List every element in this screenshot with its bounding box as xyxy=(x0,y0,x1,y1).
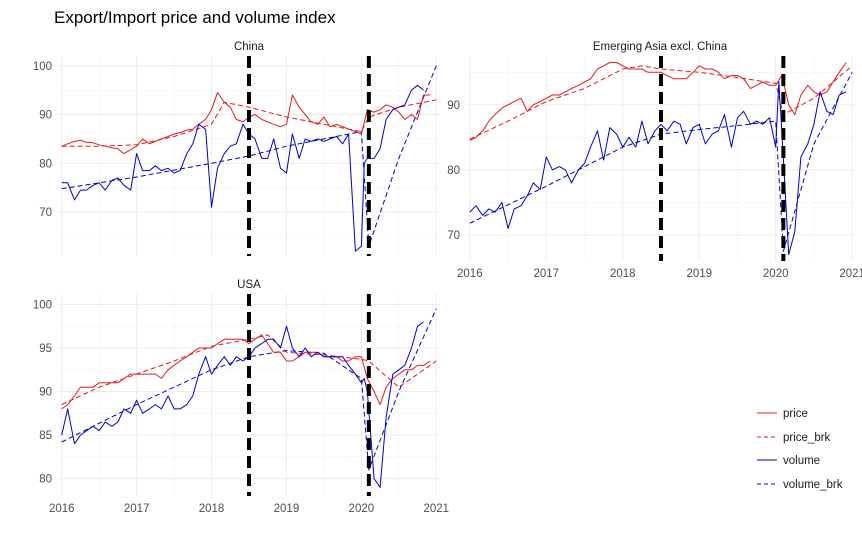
y-tick-label: 80 xyxy=(39,474,52,486)
y-tick-label: 80 xyxy=(39,158,52,170)
series-line-price-brk-china xyxy=(61,99,437,147)
x-tick-label: 2017 xyxy=(533,268,559,280)
x-tick-label: 2018 xyxy=(199,503,225,515)
x-tick-label: 2020 xyxy=(763,268,789,280)
y-tick-label: 80 xyxy=(447,165,460,177)
x-tick-label: 2016 xyxy=(49,503,75,515)
panel-usa: USA 80 85 90 95 100 2016 2017 2018 2019 2020 2021 xyxy=(33,279,449,515)
legend-item-price-brk: price_brk xyxy=(757,432,831,444)
y-tick-label: 85 xyxy=(39,430,52,442)
y-tick-label: 90 xyxy=(39,387,52,399)
panel-title-china: China xyxy=(234,41,265,53)
legend-item-price: price xyxy=(757,408,808,420)
panel-china: China 70 80 90 100 xyxy=(33,41,440,256)
x-tick-label: 2019 xyxy=(274,503,300,515)
series-line-volume-usa xyxy=(61,321,424,488)
legend-label-price: price xyxy=(783,408,808,420)
panel-title-usa: USA xyxy=(237,279,261,291)
legend-label-price-brk: price_brk xyxy=(783,432,831,444)
y-tick-label: 100 xyxy=(33,299,52,311)
x-tick-label: 2020 xyxy=(349,503,375,515)
x-tick-label: 2021 xyxy=(839,268,862,280)
x-tick-label: 2016 xyxy=(457,268,483,280)
series-line-volume-china xyxy=(61,84,424,252)
legend: price price_brk volume volume_brk xyxy=(757,408,843,491)
panel-emerging-asia: Emerging Asia excl. China 70 80 90 2016 2017… xyxy=(447,41,862,280)
legend-label-volume-brk: volume_brk xyxy=(783,479,843,491)
series-line-volume-brk-emerging-asia-excl-china xyxy=(469,72,853,252)
legend-item-volume-brk: volume_brk xyxy=(757,479,843,491)
y-tick-label: 100 xyxy=(33,61,52,73)
series-line-price-china xyxy=(61,92,431,155)
y-tick-label: 70 xyxy=(39,207,52,219)
series-line-volume-brk-china xyxy=(61,65,437,247)
y-tick-label: 95 xyxy=(39,343,52,355)
x-tick-label: 2019 xyxy=(686,268,712,280)
panel-title-emerging-asia: Emerging Asia excl. China xyxy=(593,41,728,53)
y-tick-label: 90 xyxy=(447,100,460,112)
y-tick-label: 90 xyxy=(39,110,52,122)
grid-emerging-asia-excl-china xyxy=(466,56,856,261)
series-line-price-emerging-asia-excl-china xyxy=(469,62,847,142)
x-tick-label: 2017 xyxy=(124,503,150,515)
series-line-price-usa xyxy=(61,334,431,410)
x-tick-label: 2021 xyxy=(423,503,449,515)
legend-item-volume: volume xyxy=(757,455,820,467)
y-tick-label: 70 xyxy=(447,230,460,242)
legend-label-volume: volume xyxy=(783,455,820,467)
chart-title: Export/Import price and volume index xyxy=(54,8,336,27)
x-tick-label: 2018 xyxy=(610,268,636,280)
series-line-volume-brk-usa xyxy=(61,308,437,471)
